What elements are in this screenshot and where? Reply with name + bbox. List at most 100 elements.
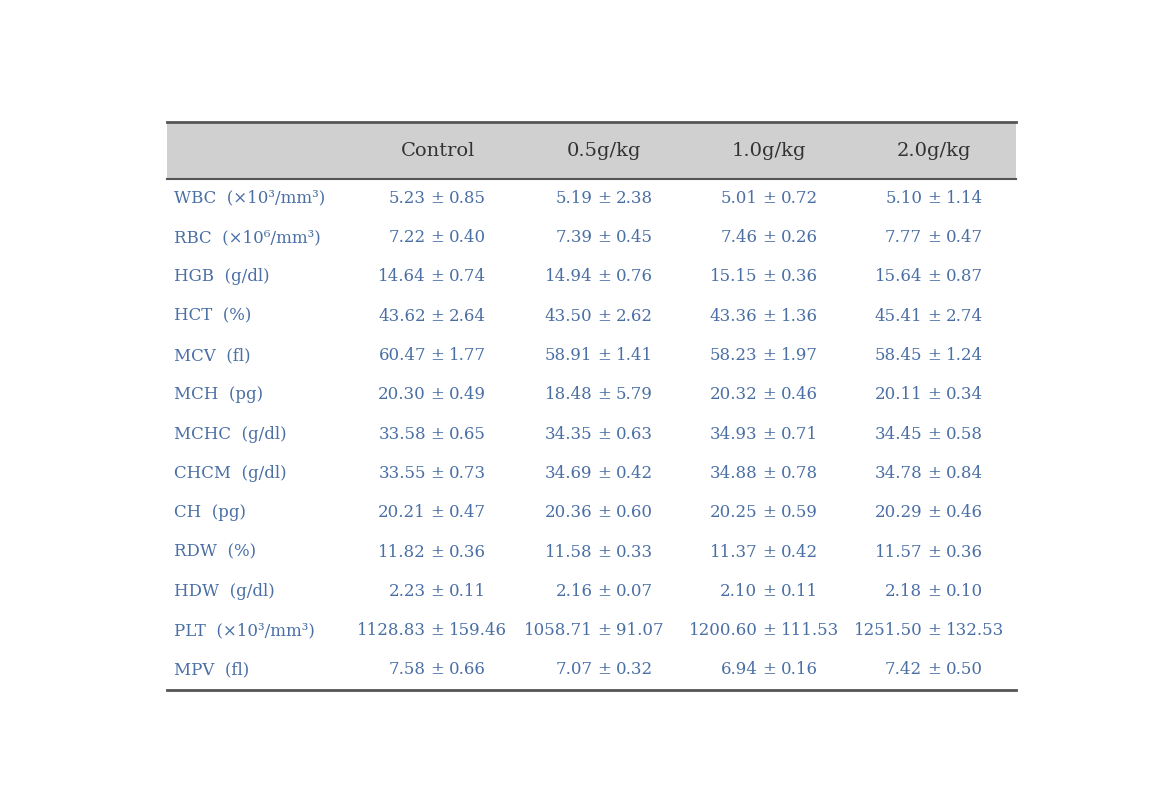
Text: ±: ± [598,661,612,679]
Text: ±: ± [762,190,775,207]
Text: ±: ± [430,543,444,561]
Text: 11.57: 11.57 [875,543,922,561]
Text: ±: ± [598,347,612,364]
Text: 2.18: 2.18 [885,583,922,600]
Text: ±: ± [430,268,444,285]
Text: 0.74: 0.74 [449,268,486,285]
Text: ±: ± [598,623,612,639]
Text: 2.0g/kg: 2.0g/kg [897,142,971,159]
Text: ±: ± [598,543,612,561]
Text: ±: ± [927,661,941,679]
Text: ±: ± [762,661,775,679]
Text: 0.40: 0.40 [449,229,486,246]
Text: 0.32: 0.32 [616,661,653,679]
Text: ±: ± [762,425,775,443]
Text: ±: ± [927,307,941,325]
Text: ±: ± [598,229,612,246]
Text: 5.10: 5.10 [885,190,922,207]
Text: ±: ± [762,505,775,521]
Text: 1.24: 1.24 [945,347,982,364]
Text: 0.46: 0.46 [780,386,818,403]
Text: 2.10: 2.10 [720,583,757,600]
Text: 0.46: 0.46 [945,505,982,521]
Text: 20.25: 20.25 [710,505,757,521]
Text: 5.19: 5.19 [556,190,592,207]
Text: 159.46: 159.46 [449,623,508,639]
Text: 7.77: 7.77 [885,229,922,246]
Text: 20.32: 20.32 [710,386,757,403]
Text: ±: ± [430,623,444,639]
Text: HCT  (%): HCT (%) [174,307,252,325]
Text: ±: ± [762,623,775,639]
Text: 45.41: 45.41 [875,307,922,325]
Text: 7.42: 7.42 [885,661,922,679]
Text: 34.69: 34.69 [545,465,592,482]
Text: HGB  (g/dl): HGB (g/dl) [174,268,269,285]
Text: ±: ± [598,190,612,207]
Text: 0.66: 0.66 [449,661,486,679]
Text: 1058.71: 1058.71 [524,623,592,639]
Text: PLT  (×10³/mm³): PLT (×10³/mm³) [174,623,315,639]
Text: 7.58: 7.58 [389,661,426,679]
Text: CH  (pg): CH (pg) [174,505,246,521]
Text: ±: ± [927,543,941,561]
Text: 0.47: 0.47 [945,229,982,246]
Text: 0.36: 0.36 [780,268,818,285]
Text: 58.91: 58.91 [545,347,592,364]
Text: 0.65: 0.65 [449,425,486,443]
Text: WBC  (×10³/mm³): WBC (×10³/mm³) [174,190,325,207]
Text: ±: ± [927,268,941,285]
Text: 2.62: 2.62 [616,307,653,325]
Text: MCH  (pg): MCH (pg) [174,386,263,403]
Text: ±: ± [762,583,775,600]
Text: 0.45: 0.45 [616,229,653,246]
Text: 20.30: 20.30 [379,386,426,403]
Text: ±: ± [927,190,941,207]
Text: ±: ± [762,229,775,246]
Text: 0.76: 0.76 [616,268,653,285]
Text: 34.88: 34.88 [710,465,757,482]
Text: ±: ± [927,465,941,482]
Text: ±: ± [598,465,612,482]
Text: 2.38: 2.38 [616,190,653,207]
Text: 1.77: 1.77 [449,347,486,364]
Text: 0.60: 0.60 [616,505,653,521]
Text: 43.62: 43.62 [379,307,426,325]
Text: ±: ± [430,386,444,403]
Text: 34.93: 34.93 [710,425,757,443]
Text: 0.87: 0.87 [945,268,982,285]
Text: MPV  (fl): MPV (fl) [174,661,249,679]
Text: RBC  (×10⁶/mm³): RBC (×10⁶/mm³) [174,229,321,246]
Text: 0.78: 0.78 [780,465,818,482]
Text: 1200.60: 1200.60 [689,623,757,639]
Text: 0.49: 0.49 [449,386,486,403]
Text: ±: ± [430,505,444,521]
Text: 34.45: 34.45 [875,425,922,443]
Text: ±: ± [927,623,941,639]
Text: ±: ± [430,661,444,679]
Text: 0.16: 0.16 [780,661,818,679]
Text: 1.0g/kg: 1.0g/kg [732,142,807,159]
Text: Control: Control [400,142,474,159]
Text: 20.21: 20.21 [379,505,426,521]
Text: ±: ± [598,268,612,285]
Text: ±: ± [598,505,612,521]
Text: ±: ± [430,307,444,325]
Text: MCHC  (g/dl): MCHC (g/dl) [174,425,286,443]
Text: 15.15: 15.15 [710,268,757,285]
Text: 0.84: 0.84 [945,465,982,482]
Text: 111.53: 111.53 [780,623,839,639]
Text: 20.29: 20.29 [875,505,922,521]
Text: ±: ± [762,386,775,403]
Text: ±: ± [927,583,941,600]
Text: 0.34: 0.34 [945,386,982,403]
Text: CHCM  (g/dl): CHCM (g/dl) [174,465,286,482]
Text: 0.11: 0.11 [449,583,486,600]
Text: 0.10: 0.10 [945,583,982,600]
Text: 0.47: 0.47 [449,505,486,521]
Text: 33.55: 33.55 [379,465,426,482]
Text: 34.35: 34.35 [545,425,592,443]
Text: 0.50: 0.50 [945,661,982,679]
Text: 0.36: 0.36 [945,543,982,561]
Text: ±: ± [430,583,444,600]
